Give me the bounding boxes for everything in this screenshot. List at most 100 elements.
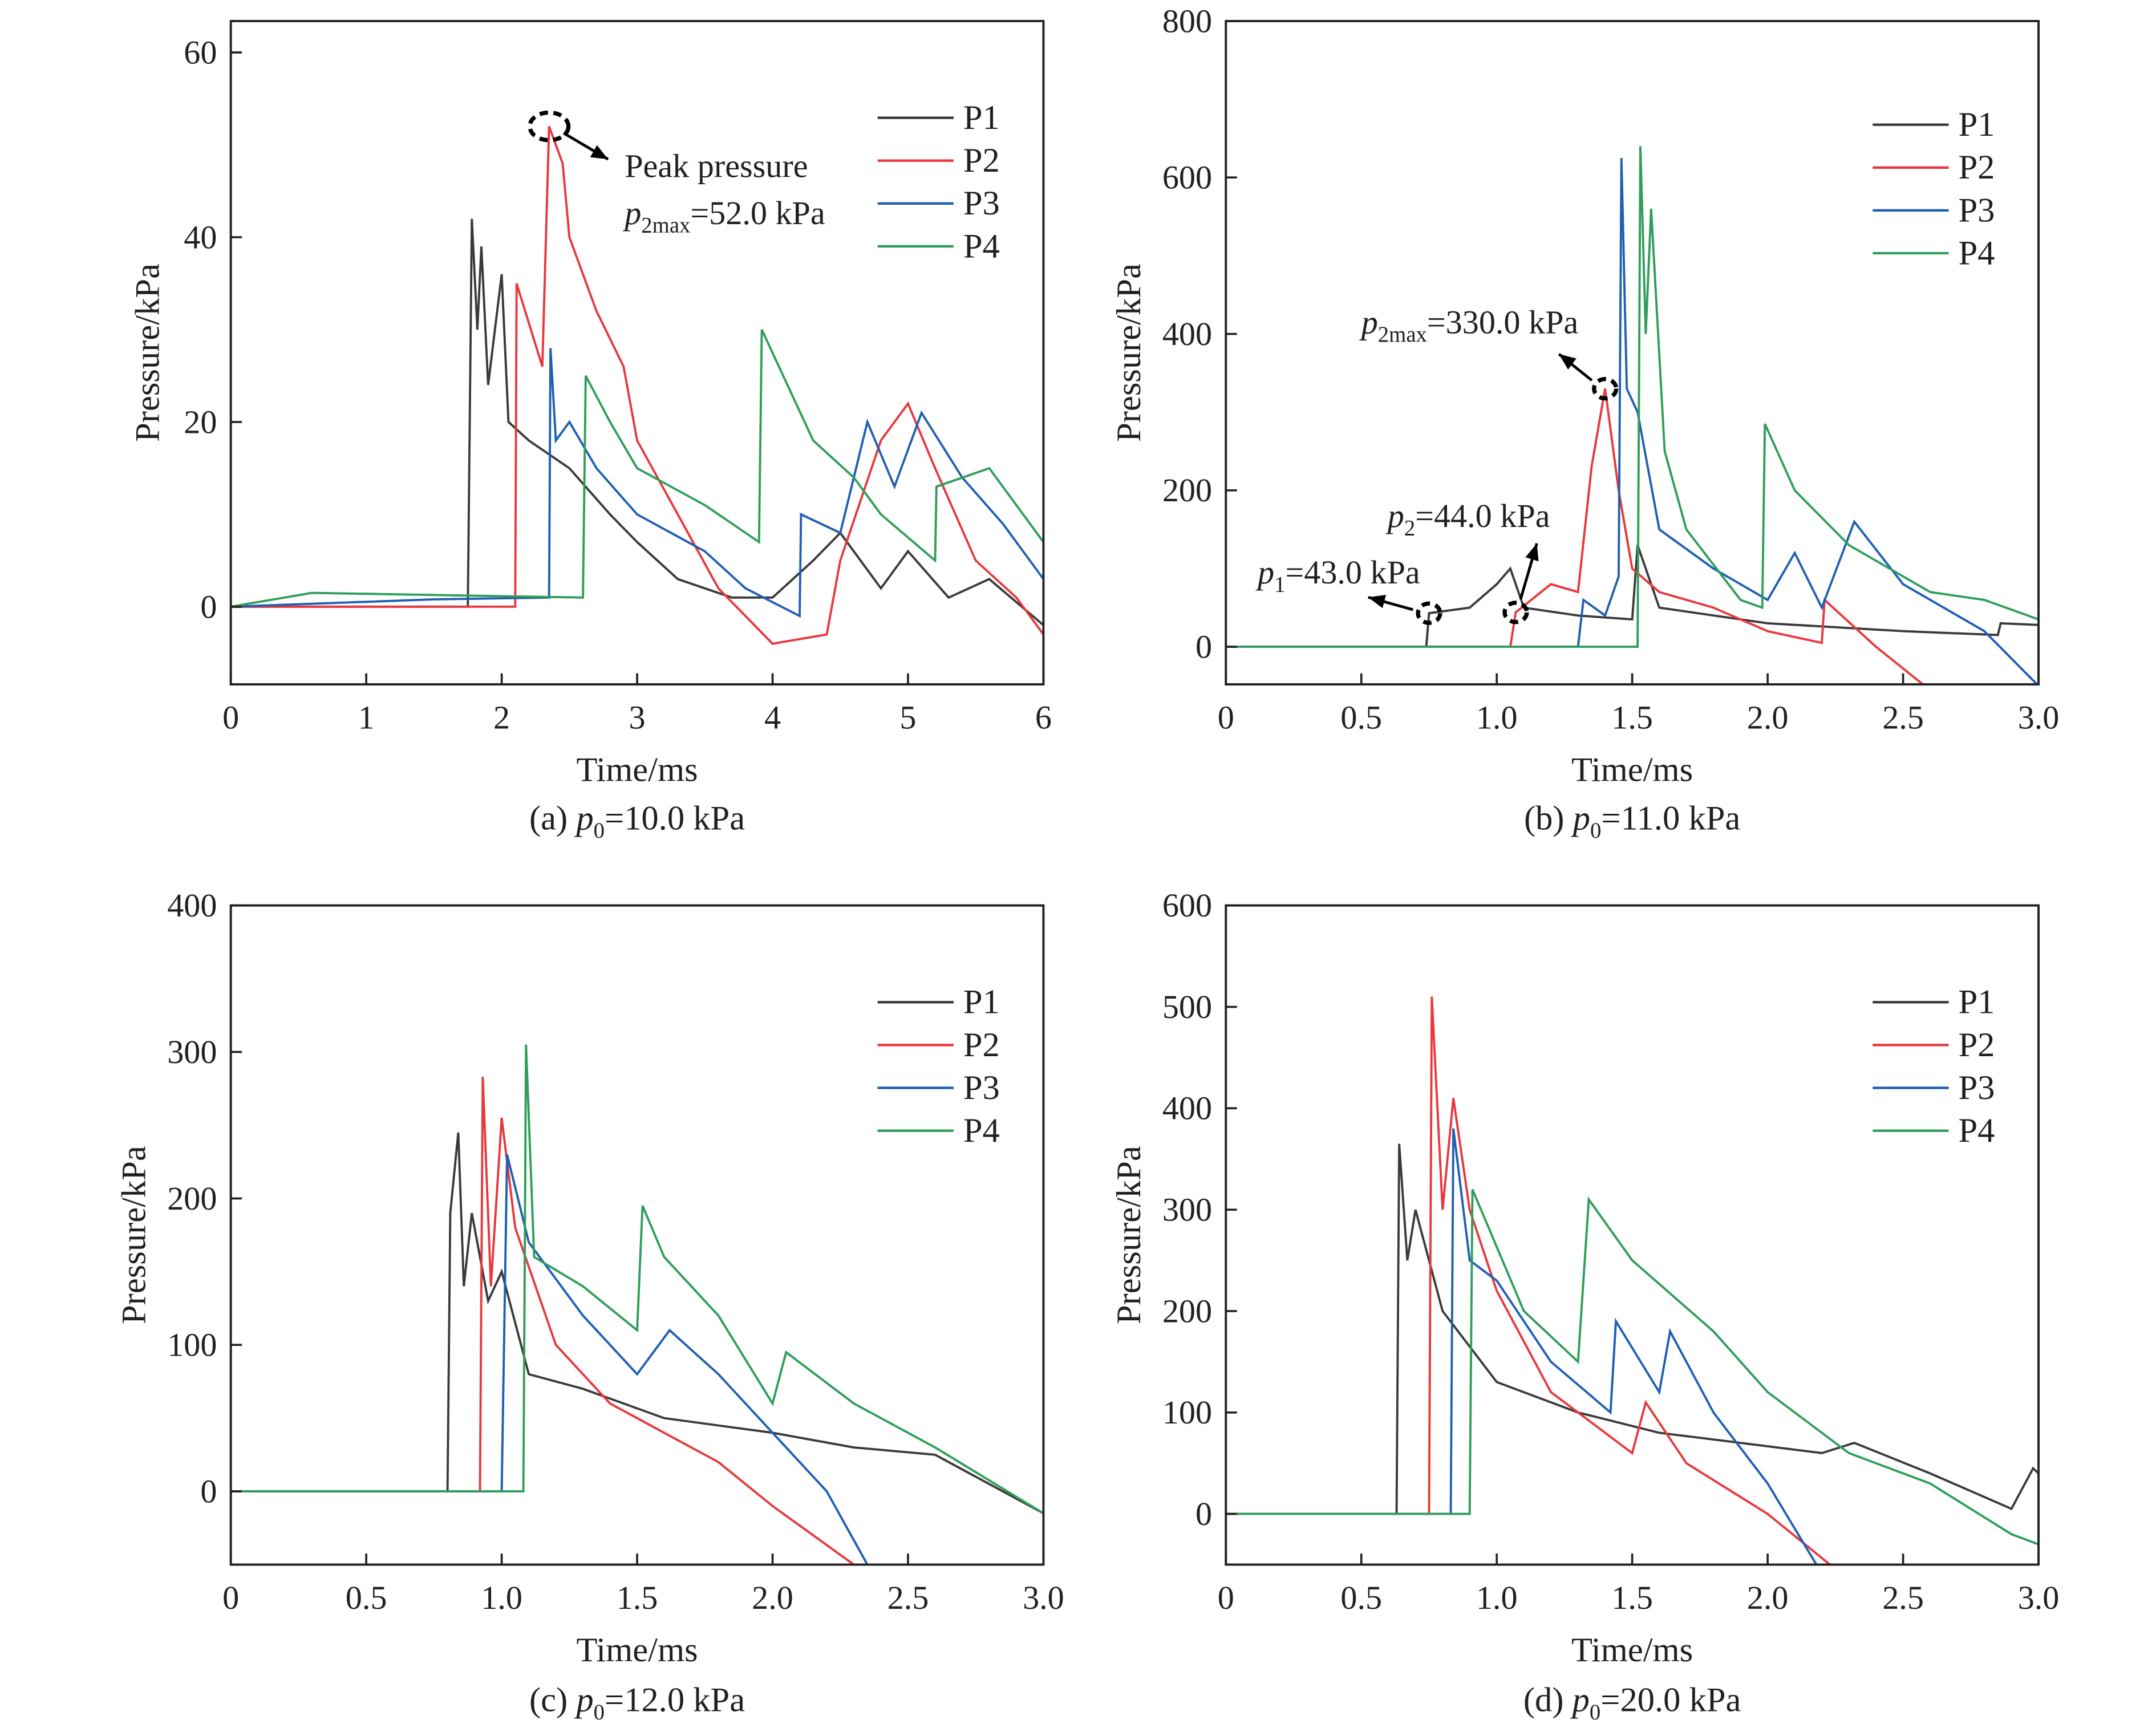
x-tick-label: 0 [222,699,239,736]
caption-prefix: (b) [1524,799,1573,837]
annotation-value: p2max=52.0 kPa [622,194,825,238]
annotation-var: p [1255,554,1274,591]
annotation-rest: =52.0 kPa [690,194,825,232]
caption-prefix: (d) [1523,1681,1573,1719]
legend-item-p1: P1 [1873,983,1995,1021]
legend-item-p4: P4 [877,1112,1000,1150]
y-tick-label: 200 [167,1180,217,1217]
panel-caption: (b) p0=11.0 kPa [1524,799,1740,843]
x-tick-label: 6 [1035,699,1052,736]
caption-var: p [1570,1681,1590,1719]
legend-label: P4 [1959,234,1995,272]
caption-var: p [1571,799,1590,837]
series-line-p4 [230,1044,1044,1515]
plot-frame [229,904,1045,1566]
x-tick-label: 1.5 [1611,699,1653,736]
legend-label: P1 [1959,983,1995,1021]
legend-item-p4: P4 [1873,234,1995,272]
x-tick-label: 3 [629,699,645,736]
x-tick-label: 0 [1218,699,1234,736]
legend-item-p1: P1 [877,99,1000,137]
x-tick-label: 2.0 [1747,1579,1789,1616]
legend-label: P2 [1959,1026,1995,1064]
arrow-head-icon [1525,543,1539,562]
arrow-head-icon [1368,594,1387,609]
y-axis-label: Pressure/kPa [115,1146,153,1324]
legend-item-p2: P2 [877,141,1000,180]
y-tick-label: 0 [200,588,217,625]
series-line-p2 [1226,996,1831,1565]
series-line-p3 [1226,158,2039,684]
y-tick-label: 300 [1162,1191,1212,1228]
series-line-p2 [230,125,1044,645]
legend-label: P3 [1959,191,1995,229]
y-tick-label: 300 [167,1033,217,1070]
annotation-sub: 1 [1274,573,1285,597]
x-tick-label: 5 [899,699,916,736]
legend-item-p4: P4 [877,227,1000,265]
y-tick-label: 0 [200,1473,217,1510]
legend-item-p3: P3 [1873,191,1995,229]
legend-label: P2 [1959,148,1995,186]
y-tick-label: 400 [167,887,217,924]
chart-panel-c: 0 0.5 1.0 1.5 2.0 2.5 3.0 0 100 200 300 400 Time/ms P… [115,887,1064,1725]
annotation-var: p [622,194,641,232]
legend-label: P3 [963,1069,1000,1107]
y-tick-label: 0 [1195,628,1212,666]
legend-label: P3 [1959,1069,1995,1107]
x-tick-label: 0.5 [1340,699,1382,736]
annotation-title: Peak pressure [625,148,808,185]
caption-prefix: (a) [529,799,576,837]
arrow-head-icon [1559,354,1577,370]
legend-label: P4 [963,1112,1000,1150]
x-axis-label: Time/ms [576,751,698,789]
y-tick-label: 400 [1162,1090,1212,1127]
x-tick-label: 2.0 [752,1579,793,1616]
x-tick-label: 2.5 [1882,699,1924,736]
series-line-p3 [230,348,1044,618]
series-line-p2 [1226,388,1925,684]
caption-var: p [574,1681,593,1719]
y-tick-label: 0 [1195,1495,1212,1532]
annotation-value: p2max=330.0 kPa [1359,304,1579,347]
panel-caption: (a) p0=10.0 kPa [529,799,745,843]
y-tick-label: 600 [1162,887,1212,924]
annotation: p2max=330.0 kPa [1359,304,1619,401]
legend-item-p2: P2 [877,1026,1000,1064]
x-tick-label: 1.0 [481,1579,522,1616]
caption-sub: 0 [594,1700,605,1725]
series-line-p3 [1226,1128,1818,1565]
x-tick-label: 2.0 [1747,699,1789,736]
highlight-circle [528,110,571,143]
annotation-rest: =330.0 kPa [1427,304,1579,341]
annotation: p1=43.0 kPa [1255,554,1442,625]
series-line-p2 [230,1077,855,1565]
annotation-sub: 2max [641,213,690,238]
caption-sub: 0 [1590,1700,1600,1725]
x-tick-label: 0.5 [346,1579,387,1616]
caption-rest: =20.0 kPa [1600,1681,1741,1719]
series-line-p4 [230,329,1044,608]
legend-label: P2 [963,1026,1000,1064]
series-line-p1 [1226,1143,2039,1515]
series-line-p1 [230,218,1044,626]
annotation-value: p2=44.0 kPa [1385,497,1550,541]
x-tick-label: 2.5 [1882,1579,1924,1616]
series-line-p4 [1226,146,2039,648]
x-tick-label: 1 [358,699,375,736]
caption-sub: 0 [1590,818,1601,843]
legend-label: P1 [963,99,1000,137]
highlight-circle [1502,601,1529,624]
annotation-var: p [1359,304,1378,341]
series-line-p4 [1226,1188,2039,1546]
x-tick-label: 1.5 [1611,1579,1653,1616]
chart-panel-d: 0 0.5 1.0 1.5 2.0 2.5 3.0 0 100 200 300 400 500 600 Ti… [1110,887,2059,1725]
series-line-p1 [230,1132,1044,1515]
x-axis-label: Time/ms [576,1631,698,1669]
annotation: Peak pressure p2max=52.0 kPa [528,110,825,238]
y-tick-label: 20 [184,403,217,440]
caption-prefix: (c) [529,1681,576,1719]
legend-item-p1: P1 [877,983,1000,1021]
y-tick-label: 500 [1162,988,1212,1025]
chart-panel-b: 0 0.5 1.0 1.5 2.0 2.5 3.0 0 200 400 600 800 Time/ms P… [1110,2,2059,843]
